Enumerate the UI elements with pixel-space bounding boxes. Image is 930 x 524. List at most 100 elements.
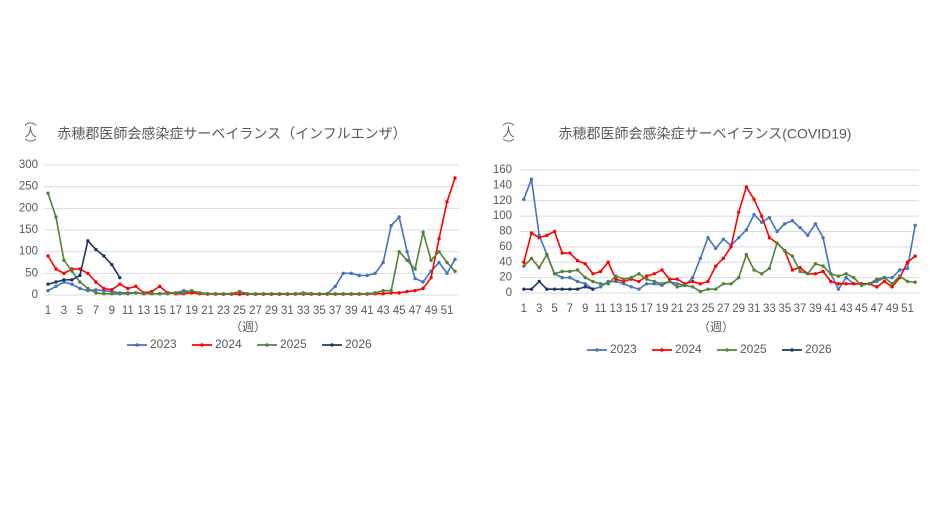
data-point <box>767 235 772 240</box>
legend-marker <box>265 343 269 347</box>
x-axis-label: （週） <box>698 320 734 334</box>
data-point <box>150 292 154 296</box>
data-point <box>126 292 130 296</box>
legend-marker <box>135 343 139 347</box>
data-point <box>591 279 595 284</box>
y-tick-label: 40 <box>499 256 512 268</box>
data-point <box>102 286 106 291</box>
data-point <box>173 291 178 295</box>
data-point <box>875 285 879 289</box>
data-point <box>644 277 649 281</box>
x-tick-label: 43 <box>840 303 853 315</box>
y-tick-label: 250 <box>19 181 38 193</box>
data-point <box>637 287 641 291</box>
data-point <box>614 277 618 281</box>
data-point <box>698 289 703 294</box>
x-tick-label: 27 <box>249 305 262 317</box>
x-tick-label: 27 <box>717 303 730 315</box>
data-point <box>836 274 841 278</box>
data-point <box>690 275 695 280</box>
data-point <box>560 269 564 274</box>
data-point <box>637 272 641 276</box>
data-point <box>698 282 703 286</box>
x-tick-label: 5 <box>77 305 83 317</box>
data-point <box>269 292 274 296</box>
data-point <box>629 285 633 289</box>
data-point <box>844 272 848 276</box>
data-point <box>453 257 457 262</box>
data-point <box>166 292 170 296</box>
data-point <box>560 251 564 255</box>
data-point <box>341 292 345 296</box>
x-tick-label: 21 <box>671 303 684 315</box>
data-point <box>644 274 649 278</box>
data-point <box>736 235 741 240</box>
data-point <box>277 292 282 296</box>
data-point <box>545 287 549 291</box>
data-point <box>905 266 910 271</box>
data-point <box>445 260 449 265</box>
data-point <box>568 275 572 280</box>
x-tick-label: 31 <box>748 303 761 315</box>
data-point <box>54 284 58 289</box>
data-point <box>158 284 162 289</box>
data-point <box>118 275 122 280</box>
data-point <box>898 274 902 278</box>
data-point <box>798 269 802 274</box>
data-point <box>890 285 894 289</box>
x-tick-label: 23 <box>686 303 699 315</box>
data-point <box>675 277 679 281</box>
data-point <box>813 222 818 226</box>
data-point <box>591 287 595 291</box>
x-tick-label: 49 <box>886 303 899 315</box>
data-point <box>62 271 66 276</box>
data-point <box>142 292 146 296</box>
data-point <box>660 268 664 272</box>
data-point <box>675 282 679 286</box>
data-point <box>301 292 306 296</box>
data-point <box>54 280 58 284</box>
data-point <box>134 284 138 289</box>
data-point <box>397 291 401 295</box>
x-tick-label: 13 <box>610 303 623 315</box>
data-point <box>898 268 902 272</box>
x-axis-label: （週） <box>230 320 266 334</box>
data-point <box>437 249 441 254</box>
data-point <box>552 229 557 234</box>
x-tick-label: 19 <box>656 303 669 315</box>
data-point <box>836 282 841 286</box>
x-tick-label: 13 <box>137 305 150 317</box>
legend-marker <box>595 348 599 352</box>
data-point <box>126 286 130 291</box>
data-point <box>110 292 114 296</box>
data-point <box>806 233 810 238</box>
data-point <box>844 275 848 280</box>
x-tick-label: 29 <box>265 305 278 317</box>
data-point <box>813 262 818 266</box>
data-point <box>445 271 449 276</box>
data-point <box>598 282 603 286</box>
data-point <box>529 231 534 235</box>
data-point <box>413 267 417 271</box>
data-point <box>575 268 580 272</box>
series-line <box>47 239 121 285</box>
data-point <box>373 271 377 276</box>
x-tick-label: 33 <box>763 303 776 315</box>
y-tick-label: 140 <box>493 179 512 191</box>
x-tick-label: 17 <box>169 305 182 317</box>
series-line <box>47 192 456 295</box>
data-point <box>46 254 50 258</box>
data-point <box>652 272 656 276</box>
data-point <box>790 268 795 272</box>
data-point <box>70 269 74 273</box>
x-tick-label: 25 <box>702 303 715 315</box>
data-point <box>221 292 226 296</box>
series-line <box>523 184 916 288</box>
data-point <box>713 246 718 251</box>
data-point <box>767 266 772 271</box>
data-point <box>381 288 385 293</box>
data-point <box>905 279 910 284</box>
data-point <box>118 292 122 296</box>
data-point <box>429 275 433 280</box>
data-point <box>614 274 618 278</box>
